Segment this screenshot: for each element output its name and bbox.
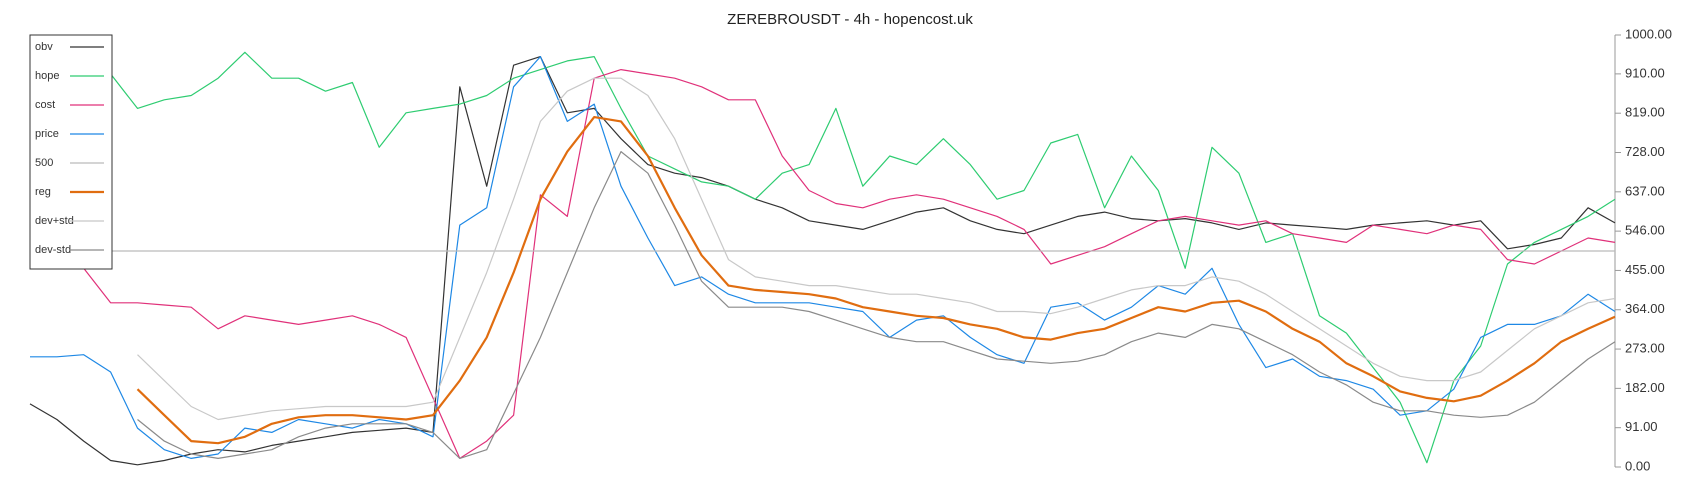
legend-label: dev-std bbox=[35, 244, 71, 256]
series-line bbox=[29, 56, 1616, 466]
series-line bbox=[110, 51, 1616, 464]
legend-label: price bbox=[35, 128, 59, 140]
y-tick-label: 364.00 bbox=[1625, 301, 1665, 316]
legend-box bbox=[29, 34, 113, 270]
legend-label: 500 bbox=[35, 157, 53, 169]
y-tick-label: 546.00 bbox=[1625, 223, 1665, 238]
y-tick-label: 91.00 bbox=[1625, 419, 1658, 434]
legend-label: obv bbox=[35, 41, 53, 53]
y-tick-label: 0.00 bbox=[1625, 458, 1650, 473]
y-tick-label: 273.00 bbox=[1625, 341, 1665, 356]
y-tick-label: 182.00 bbox=[1625, 380, 1665, 395]
legend-label: cost bbox=[35, 99, 55, 111]
y-tick-label: 455.00 bbox=[1625, 262, 1665, 277]
series-line bbox=[137, 77, 1616, 421]
legend-label: hope bbox=[35, 70, 59, 82]
y-tick-label: 910.00 bbox=[1625, 65, 1665, 80]
series-line bbox=[30, 56, 1616, 459]
legend-label: dev+std bbox=[35, 215, 74, 227]
legend-label: reg bbox=[35, 186, 51, 198]
series-line bbox=[136, 116, 1616, 445]
y-tick-label: 728.00 bbox=[1625, 144, 1665, 159]
y-tick-label: 1000.00 bbox=[1625, 26, 1672, 41]
y-tick-label: 637.00 bbox=[1625, 183, 1665, 198]
y-tick-label: 819.00 bbox=[1625, 105, 1665, 120]
chart-title: ZEREBROUSDT - 4h - hopencost.uk bbox=[727, 11, 973, 28]
series-line bbox=[56, 69, 1616, 459]
series-line bbox=[137, 151, 1616, 459]
